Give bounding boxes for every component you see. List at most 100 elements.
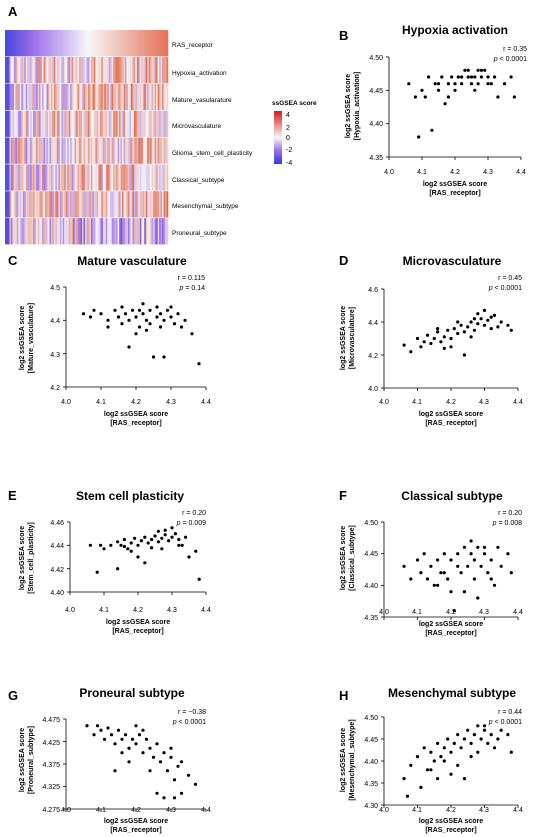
heatmap-cell <box>67 30 70 57</box>
heatmap-cell <box>141 164 144 191</box>
heatmap-cell <box>49 218 52 245</box>
heatmap-cell <box>117 137 120 164</box>
heatmap-cell <box>71 164 74 191</box>
stat-r: r = 0.20 <box>498 510 522 517</box>
heatmap-cell <box>95 137 98 164</box>
x-axis-ticks: 4.0 4.1 4.2 4.3 4.4 <box>379 399 523 406</box>
heatmap-cell <box>163 56 166 84</box>
heatmap-cell <box>82 56 84 84</box>
heatmap-cell <box>151 218 154 245</box>
heatmap-cell <box>156 218 158 245</box>
heatmap-cell <box>19 191 22 218</box>
heatmap-cell <box>79 30 81 57</box>
data-point <box>109 543 113 547</box>
heatmap-cell <box>68 83 71 111</box>
x-tick-label: 4.4 <box>201 607 211 614</box>
heatmap-cell <box>61 56 64 84</box>
heatmap-cell <box>68 218 71 245</box>
heatmap-cell <box>50 110 53 137</box>
heatmap-cell <box>165 137 167 164</box>
data-point <box>151 355 156 359</box>
heatmap-cell <box>31 218 34 245</box>
heatmap-cell <box>129 164 132 191</box>
heatmap-cell <box>68 110 71 137</box>
heatmap-cell <box>50 30 53 57</box>
heatmap-cell <box>144 164 147 191</box>
heatmap-cell <box>114 137 117 164</box>
heatmap-cell <box>73 56 75 84</box>
heatmap-cell <box>16 164 19 191</box>
data-point <box>472 558 476 562</box>
data-point <box>172 778 177 782</box>
heatmap-cell <box>65 218 68 245</box>
heatmap-cell <box>108 218 111 245</box>
heatmap-cell <box>127 83 130 111</box>
y-axis-label: [Microvasculature] <box>349 307 356 369</box>
heatmap-cell <box>139 110 142 137</box>
heatmap-cell <box>163 218 166 245</box>
data-point <box>144 737 149 741</box>
panel-f: F Classical subtype r = 0.20 p = 0.008 4… <box>339 488 523 637</box>
data-point <box>136 555 140 559</box>
x-tick-label: 4.2 <box>450 169 460 176</box>
heatmap-cell <box>129 83 132 111</box>
data-point <box>430 128 434 132</box>
heatmap-cell <box>160 191 163 218</box>
heatmap-cell <box>10 137 13 164</box>
heatmap-cell <box>136 137 139 164</box>
heatmap-cell <box>151 191 154 218</box>
data-point <box>442 346 446 350</box>
y-tick-label: 4.425 <box>42 740 60 747</box>
heatmap-cell <box>37 164 40 191</box>
x-axis-label: log2 ssGSEA score <box>104 411 168 418</box>
heatmap-cell <box>104 218 107 245</box>
data-point <box>130 308 135 312</box>
data-point <box>499 728 503 732</box>
heatmap-cell <box>102 218 105 245</box>
heatmap-cell <box>92 191 95 218</box>
heatmap-cell <box>116 191 118 218</box>
plot-area <box>381 288 519 391</box>
heatmap-cell <box>89 218 92 245</box>
heatmap-cell <box>70 164 72 191</box>
data-point <box>436 583 440 587</box>
legend-tick: 0 <box>286 135 290 142</box>
heatmap-cell <box>165 164 167 191</box>
heatmap-cell <box>62 218 65 245</box>
heatmap-cell <box>145 30 148 57</box>
x-tick-label: 4.1 <box>412 807 422 814</box>
data-point <box>415 336 420 341</box>
heatmap-cell <box>123 83 126 111</box>
data-point <box>137 308 142 312</box>
heatmap-cell <box>80 83 83 111</box>
heatmap-cell <box>10 83 13 111</box>
heatmap-cell <box>95 83 98 111</box>
data-point <box>162 355 166 359</box>
heatmap-cell <box>133 218 136 245</box>
heatmap-cell <box>28 218 31 245</box>
heatmap-cell <box>77 110 80 137</box>
data-point <box>88 543 92 547</box>
heatmap-cell <box>74 56 77 84</box>
heatmap-cell <box>22 110 25 137</box>
heatmap-cell <box>40 137 43 164</box>
heatmap-cell <box>5 191 7 218</box>
heatmap-cell <box>10 164 13 191</box>
heatmap-cell <box>15 56 18 84</box>
heatmap-cell <box>127 110 130 137</box>
heatmap-cell <box>165 83 167 111</box>
data-point <box>489 315 493 319</box>
heatmap-cell <box>55 83 58 111</box>
heatmap-cell <box>9 83 12 111</box>
heatmap-cell <box>166 110 169 137</box>
data-point <box>122 544 126 549</box>
heatmap-cell <box>153 30 155 57</box>
heatmap-cell <box>71 218 74 245</box>
x-axis-label: log2 ssGSEA score <box>419 411 483 418</box>
x-axis-label: [RAS_receptor] <box>429 190 480 197</box>
heatmap-cell <box>87 83 90 111</box>
heatmap-cell <box>125 30 127 57</box>
stat-r: r = 0.45 <box>498 275 522 282</box>
data-point <box>489 558 493 562</box>
heatmap-cell <box>165 218 167 245</box>
